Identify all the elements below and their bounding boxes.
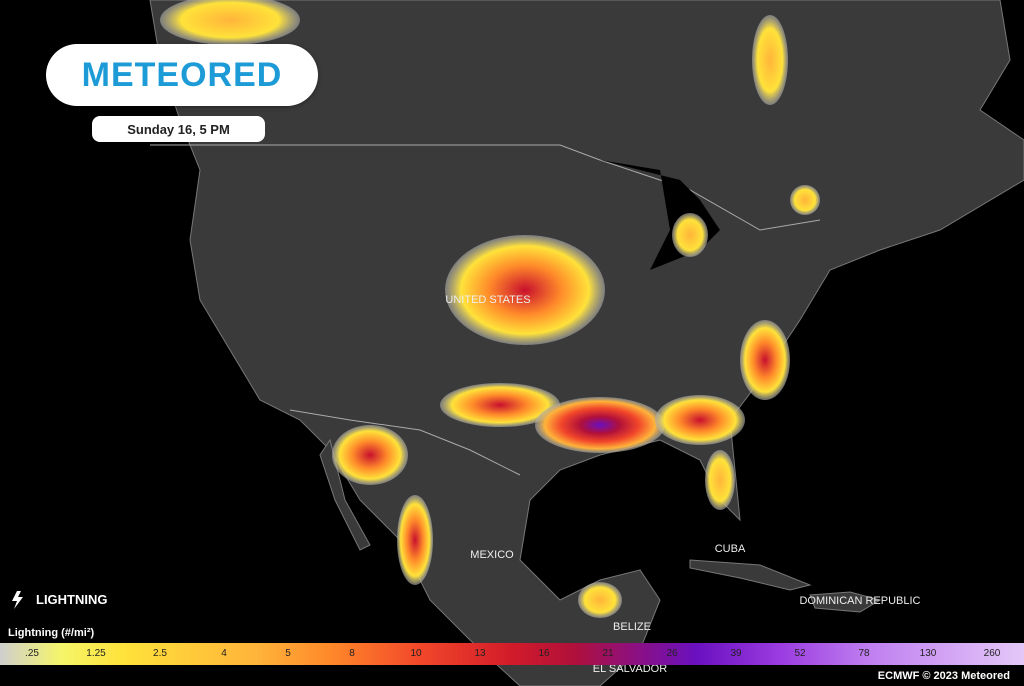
storm-cell xyxy=(752,15,788,105)
legend-tick-label: 26 xyxy=(666,648,678,659)
legend-tick-label: 2.5 xyxy=(153,648,167,659)
storm-cell xyxy=(332,425,408,485)
map-label: MEXICO xyxy=(470,549,514,561)
legend-bar: .25 1.25 2.5 4 5 8 10 13 16 21 26 39 52 78 130 260 xyxy=(0,643,1024,665)
legend-tick-label: 13 xyxy=(474,648,486,659)
border-mexico xyxy=(289,409,521,476)
brand: METEORED xyxy=(81,55,283,94)
legend-tick-label: 1.25 xyxy=(86,648,106,659)
storm-cell xyxy=(397,495,433,585)
legend-tick-label: 130 xyxy=(919,648,937,659)
map-label: BELIZE xyxy=(613,621,651,633)
map-label: EL SALVADOR xyxy=(593,663,667,675)
storm-cell xyxy=(445,235,605,345)
baja xyxy=(319,438,371,551)
storm-cell xyxy=(655,395,745,445)
map-label: UNITED STATES xyxy=(445,294,530,306)
storm-cell xyxy=(705,450,735,510)
legend-tick-label: .25 xyxy=(25,648,39,659)
legend-tick-label: 21 xyxy=(602,648,614,659)
lightning-icon xyxy=(12,591,23,609)
border-canada xyxy=(150,144,821,231)
storm-cell xyxy=(672,213,708,257)
storm-cell xyxy=(160,0,300,45)
legend-tick-label: 39 xyxy=(730,648,742,659)
legend-tick-label: 4 xyxy=(221,648,227,659)
storm-cell xyxy=(790,185,820,215)
map-label: CUBA xyxy=(715,543,746,555)
storm-cell xyxy=(578,582,622,618)
legend-tick-label: 5 xyxy=(285,648,291,659)
credit: ECMWF © 2023 Meteored xyxy=(877,670,1010,682)
logo: METEORED xyxy=(46,44,318,106)
legend-tick-label: 52 xyxy=(794,648,806,659)
hispaniola xyxy=(809,591,882,613)
legend-tick-label: 8 xyxy=(349,648,355,659)
legend-tick-label: 16 xyxy=(538,648,550,659)
cuba xyxy=(689,559,812,591)
legend-tick-label: 10 xyxy=(410,648,422,659)
land xyxy=(149,0,1024,686)
map-label: DOMINICAN REPUBLIC xyxy=(799,595,920,607)
legend-tick-label: 260 xyxy=(983,648,1001,659)
legend-title: Lightning (#/mi²) xyxy=(8,627,95,639)
forecast-time[interactable]: Sunday 16, 5 PM xyxy=(92,116,265,142)
storm-cell xyxy=(535,397,665,453)
storm-cell xyxy=(440,383,560,427)
storm-cell xyxy=(740,320,790,400)
layer-name[interactable]: LIGHTNING xyxy=(36,592,108,607)
legend-tick-label: 78 xyxy=(858,648,870,659)
